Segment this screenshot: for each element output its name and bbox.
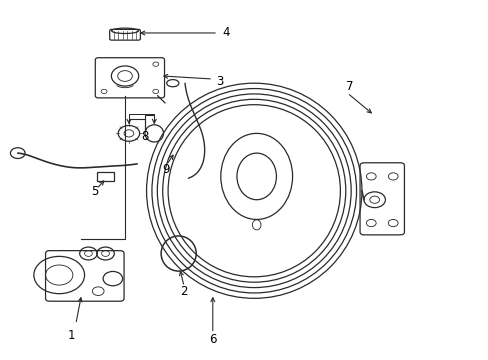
Text: 3: 3 <box>216 75 224 88</box>
Text: 1: 1 <box>67 329 75 342</box>
Text: 6: 6 <box>209 333 216 346</box>
Text: 4: 4 <box>222 27 229 40</box>
Text: 9: 9 <box>162 163 169 176</box>
Text: 8: 8 <box>141 130 148 144</box>
Text: 5: 5 <box>91 185 98 198</box>
Text: 7: 7 <box>345 80 352 93</box>
Text: 2: 2 <box>180 285 187 298</box>
